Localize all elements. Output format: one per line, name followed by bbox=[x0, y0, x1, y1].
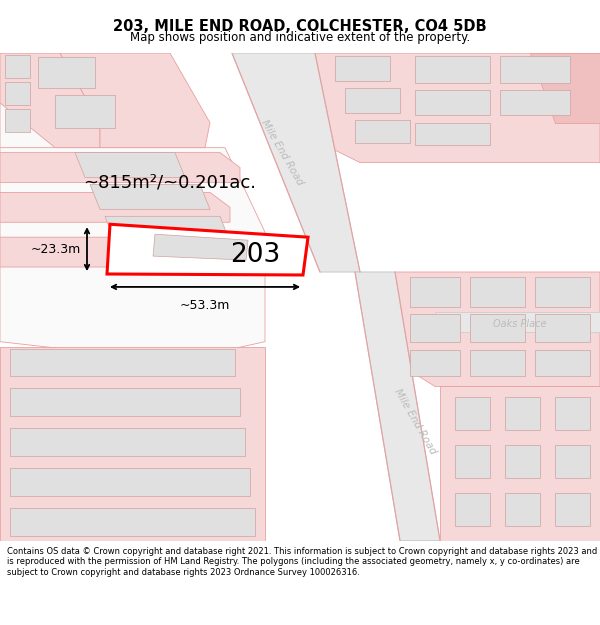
Polygon shape bbox=[0, 148, 265, 361]
Polygon shape bbox=[535, 314, 590, 342]
Polygon shape bbox=[55, 95, 115, 128]
Polygon shape bbox=[0, 347, 265, 541]
Polygon shape bbox=[232, 53, 360, 272]
Text: ~815m²/~0.201ac.: ~815m²/~0.201ac. bbox=[83, 174, 257, 191]
Polygon shape bbox=[410, 314, 460, 342]
Polygon shape bbox=[0, 53, 100, 148]
Polygon shape bbox=[0, 53, 165, 242]
Polygon shape bbox=[38, 57, 95, 88]
Polygon shape bbox=[107, 224, 308, 275]
Polygon shape bbox=[395, 272, 600, 386]
Polygon shape bbox=[505, 493, 540, 526]
Polygon shape bbox=[535, 277, 590, 307]
Polygon shape bbox=[90, 184, 210, 209]
Polygon shape bbox=[5, 55, 30, 78]
Polygon shape bbox=[105, 216, 230, 242]
Polygon shape bbox=[470, 314, 525, 342]
Text: Oaks Place: Oaks Place bbox=[493, 319, 547, 329]
Polygon shape bbox=[435, 312, 600, 332]
Polygon shape bbox=[410, 349, 460, 376]
Polygon shape bbox=[555, 398, 590, 430]
Text: 203, MILE END ROAD, COLCHESTER, CO4 5DB: 203, MILE END ROAD, COLCHESTER, CO4 5DB bbox=[113, 19, 487, 34]
Text: Contains OS data © Crown copyright and database right 2021. This information is : Contains OS data © Crown copyright and d… bbox=[7, 547, 598, 577]
Polygon shape bbox=[440, 386, 600, 541]
Polygon shape bbox=[60, 53, 210, 148]
Text: Mile End Road: Mile End Road bbox=[259, 118, 305, 187]
Polygon shape bbox=[500, 90, 570, 115]
Polygon shape bbox=[455, 493, 490, 526]
Polygon shape bbox=[555, 445, 590, 478]
Polygon shape bbox=[530, 53, 600, 122]
Polygon shape bbox=[0, 152, 240, 182]
Polygon shape bbox=[415, 56, 490, 83]
Polygon shape bbox=[345, 88, 400, 113]
Polygon shape bbox=[0, 192, 230, 222]
Polygon shape bbox=[355, 120, 410, 142]
Polygon shape bbox=[505, 445, 540, 478]
Polygon shape bbox=[10, 388, 240, 416]
Polygon shape bbox=[455, 445, 490, 478]
Text: ~23.3m: ~23.3m bbox=[31, 242, 81, 256]
Polygon shape bbox=[315, 53, 600, 162]
Polygon shape bbox=[535, 349, 590, 376]
Polygon shape bbox=[470, 277, 525, 307]
Polygon shape bbox=[555, 493, 590, 526]
Polygon shape bbox=[500, 56, 570, 83]
Text: 203: 203 bbox=[230, 242, 280, 268]
Polygon shape bbox=[455, 398, 490, 430]
Polygon shape bbox=[153, 234, 248, 260]
Polygon shape bbox=[10, 349, 235, 376]
Polygon shape bbox=[335, 56, 390, 81]
Polygon shape bbox=[505, 398, 540, 430]
Polygon shape bbox=[415, 90, 490, 115]
Polygon shape bbox=[470, 349, 525, 376]
Polygon shape bbox=[75, 152, 185, 178]
Text: ~53.3m: ~53.3m bbox=[180, 299, 230, 312]
Polygon shape bbox=[5, 82, 30, 105]
Text: Mile End Road: Mile End Road bbox=[392, 387, 438, 456]
Polygon shape bbox=[415, 122, 490, 144]
Text: Map shows position and indicative extent of the property.: Map shows position and indicative extent… bbox=[130, 31, 470, 44]
Polygon shape bbox=[5, 109, 30, 132]
Polygon shape bbox=[0, 237, 220, 267]
Polygon shape bbox=[410, 277, 460, 307]
Polygon shape bbox=[355, 272, 440, 541]
Polygon shape bbox=[10, 508, 255, 536]
Polygon shape bbox=[10, 428, 245, 456]
Polygon shape bbox=[10, 468, 250, 496]
